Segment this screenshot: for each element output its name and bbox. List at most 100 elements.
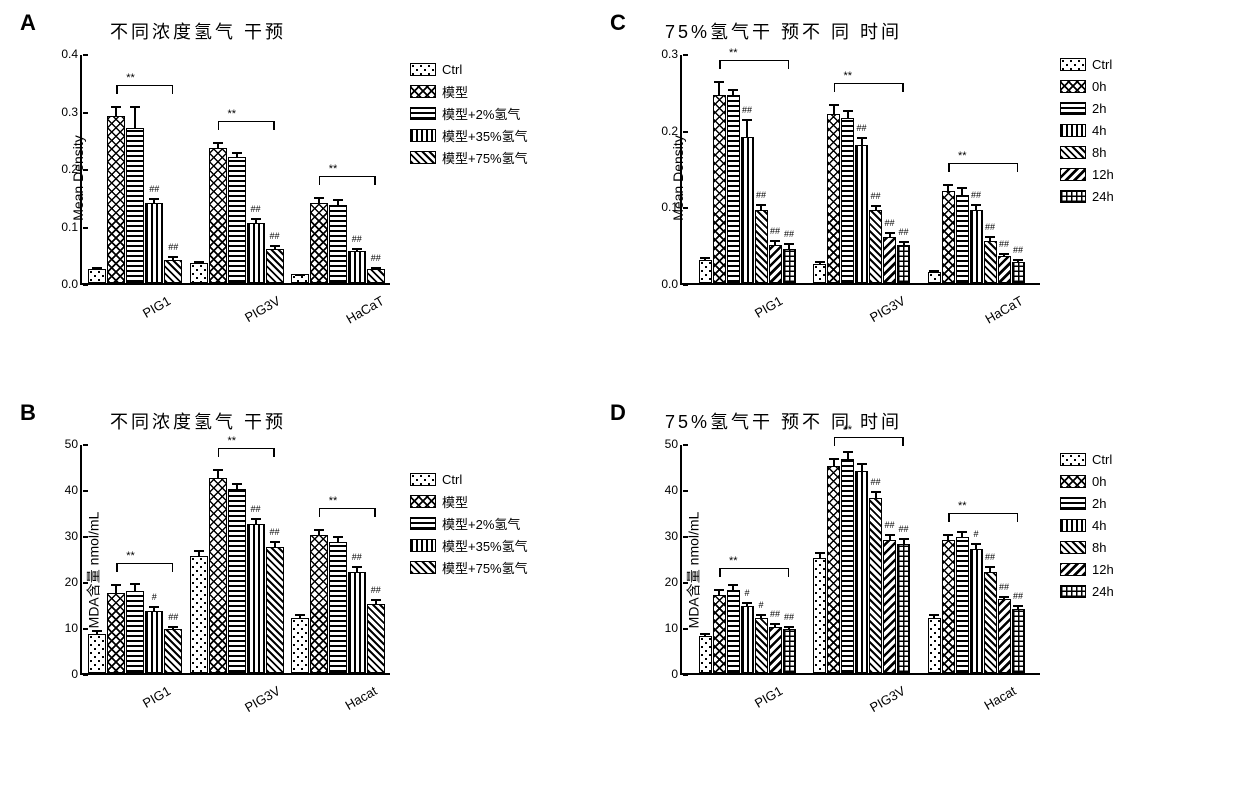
legend-item: 模型+35%氢气 bbox=[410, 536, 528, 554]
panel-label-C: C bbox=[610, 10, 626, 36]
y-tick: 10 bbox=[52, 621, 82, 635]
significance-marker: ## bbox=[1013, 245, 1023, 255]
bar-group: ######## bbox=[699, 95, 796, 283]
bar bbox=[88, 269, 106, 283]
error-bar bbox=[198, 261, 200, 264]
legend-swatch bbox=[410, 151, 436, 164]
bar bbox=[126, 128, 144, 283]
legend-label: 8h bbox=[1092, 540, 1106, 555]
y-tick: 0 bbox=[652, 667, 682, 681]
significance-marker: ## bbox=[856, 123, 866, 133]
y-tick: 30 bbox=[52, 529, 82, 543]
error-bar bbox=[115, 584, 117, 593]
legend-item: 模型+75%氢气 bbox=[410, 558, 528, 576]
y-tick: 50 bbox=[52, 437, 82, 451]
error-bar bbox=[1017, 605, 1019, 610]
bar bbox=[813, 558, 826, 673]
error-bar bbox=[704, 633, 706, 638]
panel-label-A: A bbox=[20, 10, 36, 36]
error-bar bbox=[115, 106, 117, 118]
legend-label: 模型 bbox=[442, 82, 468, 101]
error-bar bbox=[819, 261, 821, 265]
bar bbox=[942, 540, 955, 673]
bar bbox=[713, 95, 726, 283]
error-bar bbox=[96, 267, 98, 270]
legend-swatch bbox=[1060, 124, 1086, 137]
legend-item: 2h bbox=[1060, 494, 1114, 512]
bar: ## bbox=[855, 145, 868, 283]
error-bar bbox=[833, 458, 835, 467]
significance-marker: ## bbox=[784, 229, 794, 239]
legend-label: 2h bbox=[1092, 101, 1106, 116]
bar-group: #### bbox=[190, 148, 284, 283]
legend-item: Ctrl bbox=[410, 60, 528, 78]
x-category-label: PIG1 bbox=[140, 683, 173, 711]
bar: ## bbox=[164, 629, 182, 673]
error-bar bbox=[198, 550, 200, 557]
bar bbox=[727, 590, 740, 673]
significance-bracket: ** bbox=[834, 437, 904, 445]
legend-item: 0h bbox=[1060, 472, 1114, 490]
significance-marker: ## bbox=[756, 190, 766, 200]
error-bar bbox=[1017, 259, 1019, 263]
significance-marker: ## bbox=[250, 204, 260, 214]
bar bbox=[699, 260, 712, 283]
significance-bracket: ** bbox=[719, 568, 789, 576]
bar bbox=[310, 203, 328, 284]
panel-title-D: 75%氢气干 预不 同 时间 bbox=[665, 408, 902, 434]
y-tick: 0.3 bbox=[52, 105, 82, 119]
error-bar bbox=[961, 187, 963, 196]
legend-swatch bbox=[410, 107, 436, 120]
legend-item: 模型+35%氢气 bbox=[410, 126, 528, 144]
x-category-label: PIG3V bbox=[242, 293, 283, 325]
x-category-label: PIG1 bbox=[751, 293, 784, 321]
legend-item: 模型 bbox=[410, 492, 528, 510]
error-bar bbox=[833, 104, 835, 116]
legend-swatch bbox=[1060, 453, 1086, 466]
significance-marker: ## bbox=[168, 612, 178, 622]
legend-swatch bbox=[410, 517, 436, 530]
legend-label: 24h bbox=[1092, 584, 1114, 599]
significance-bracket: ** bbox=[834, 83, 904, 91]
legend-B: Ctrl模型模型+2%氢气模型+35%氢气模型+75%氢气 bbox=[410, 470, 528, 580]
y-tick: 0 bbox=[52, 667, 82, 681]
legend-swatch bbox=[410, 63, 436, 76]
bar: # bbox=[145, 611, 163, 673]
legend-label: 模型+75%氢气 bbox=[442, 558, 528, 577]
legend-swatch bbox=[410, 495, 436, 508]
error-bar bbox=[746, 602, 748, 608]
error-bar bbox=[732, 584, 734, 591]
bar bbox=[329, 542, 347, 673]
legend-label: 4h bbox=[1092, 518, 1106, 533]
bracket-stars: ** bbox=[958, 500, 967, 512]
error-bar bbox=[236, 483, 238, 490]
x-category-label: HaCaT bbox=[982, 293, 1025, 327]
error-bar bbox=[172, 256, 174, 261]
bar bbox=[291, 274, 309, 283]
bar bbox=[928, 272, 941, 284]
error-bar bbox=[788, 626, 790, 631]
y-tick: 50 bbox=[652, 437, 682, 451]
bar: ## bbox=[883, 237, 896, 283]
legend-item: 2h bbox=[1060, 99, 1114, 117]
bar: ## bbox=[897, 245, 910, 283]
bar bbox=[827, 114, 840, 283]
error-bar bbox=[774, 240, 776, 246]
error-bar bbox=[819, 552, 821, 559]
legend-swatch bbox=[410, 85, 436, 98]
legend-item: 4h bbox=[1060, 121, 1114, 139]
legend-item: 24h bbox=[1060, 582, 1114, 600]
significance-marker: # bbox=[152, 592, 157, 602]
error-bar bbox=[134, 583, 136, 592]
error-bar bbox=[217, 469, 219, 478]
error-bar bbox=[356, 566, 358, 573]
error-bar bbox=[746, 119, 748, 138]
legend-label: 0h bbox=[1092, 474, 1106, 489]
legend-swatch bbox=[1060, 497, 1086, 510]
error-bar bbox=[1003, 253, 1005, 257]
bar: ## bbox=[783, 249, 796, 284]
error-bar bbox=[933, 614, 935, 619]
significance-marker: # bbox=[758, 600, 763, 610]
error-bar bbox=[172, 626, 174, 631]
error-bar bbox=[153, 606, 155, 612]
